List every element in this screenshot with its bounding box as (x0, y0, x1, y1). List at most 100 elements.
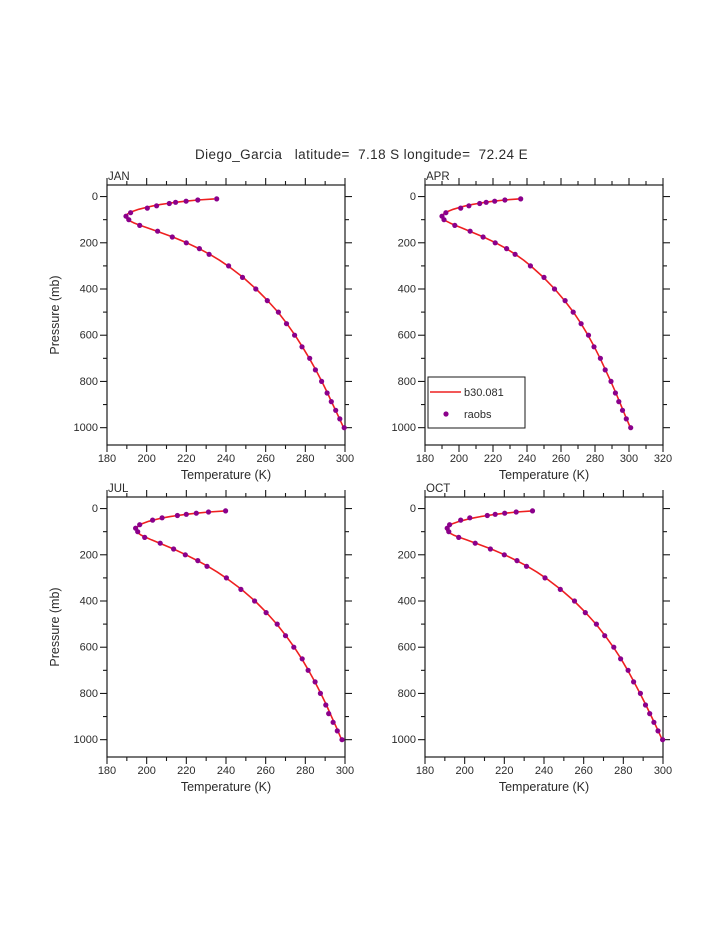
obs-dot (492, 198, 498, 204)
obs-dot (483, 199, 489, 205)
legend: b30.081 raobs (427, 376, 526, 429)
x-axis-title: Temperature (K) (181, 468, 271, 482)
obs-dot (328, 399, 334, 405)
obs-dot (625, 667, 631, 673)
x-tick-label: 180 (98, 765, 116, 777)
y-tick-label: 1000 (74, 734, 98, 746)
x-tick-label: 260 (256, 453, 274, 465)
obs-dot (591, 344, 597, 350)
obs-dot (501, 552, 507, 558)
x-tick-label: 280 (296, 765, 314, 777)
obs-dot (330, 719, 336, 725)
obs-dot (223, 508, 229, 514)
x-tick-label: 240 (518, 453, 536, 465)
x-tick-label: 320 (654, 453, 672, 465)
tick-labels: 180 200 220 240 260 280 300 320 0 200 400 600 800 100… (392, 191, 673, 465)
obs-dot (611, 644, 617, 650)
tick-marks (418, 178, 670, 452)
obs-dot (504, 246, 510, 252)
obs-dot (324, 390, 330, 396)
obs-dot (193, 510, 199, 516)
y-tick-label: 800 (80, 688, 98, 700)
obs-dot (466, 203, 472, 209)
legend-obs-label: raobs (464, 409, 492, 421)
obs-dot (253, 286, 259, 292)
panel-month-label: APR (426, 171, 450, 183)
y-tick-label: 600 (398, 642, 416, 654)
x-tick-label: 200 (455, 765, 473, 777)
tick-labels: 180 200 220 240 260 280 300 0 200 400 600 800 1000 (74, 191, 355, 465)
obs-dot (492, 511, 498, 517)
obs-dot (292, 332, 298, 338)
obs-dot (305, 667, 311, 673)
x-tick-label: 300 (336, 453, 354, 465)
obs-dot (447, 522, 453, 528)
plot-frame (106, 184, 346, 446)
obs-dot (263, 610, 269, 616)
x-tick-label: 220 (177, 765, 195, 777)
obs-dot (651, 719, 657, 725)
obs-dot (264, 298, 270, 304)
y-tick-label: 200 (398, 237, 416, 249)
obs-dot (582, 610, 588, 616)
obs-dot (655, 728, 661, 734)
obs-dot (196, 246, 202, 252)
obs-dot (291, 644, 297, 650)
x-tick-label: 200 (450, 453, 468, 465)
obs-dot (274, 621, 280, 627)
obs-dot (142, 534, 148, 541)
x-tick-label: 220 (495, 765, 513, 777)
obs-dot (171, 546, 177, 552)
x-tick-label: 260 (552, 453, 570, 465)
y-tick-label: 400 (80, 284, 98, 296)
obs-dot (608, 378, 614, 384)
x-tick-label: 180 (416, 453, 434, 465)
y-tick-label: 200 (398, 549, 416, 561)
model-profile-line (135, 510, 343, 741)
obs-dot (480, 234, 486, 240)
obs-dot (452, 222, 458, 228)
obs-dot (133, 525, 139, 531)
y-tick-label: 400 (398, 596, 416, 608)
obs-dot (492, 240, 498, 246)
obs-dot (154, 203, 160, 209)
obs-dot (541, 274, 547, 280)
figure-title: Diego_Garcia latitude= 7.18 S longitude=… (194, 147, 528, 162)
panel-month-label: OCT (426, 483, 450, 495)
obs-dot (514, 558, 520, 564)
obs-dot (137, 522, 143, 528)
x-tick-label: 220 (484, 453, 502, 465)
obs-dot (239, 274, 246, 280)
obs-dot (214, 196, 220, 202)
x-tick-label: 260 (574, 765, 592, 777)
y-tick-label: 0 (410, 191, 416, 203)
obs-dot (513, 509, 519, 515)
y-tick-label: 600 (80, 642, 98, 654)
obs-dot (628, 425, 634, 431)
obs-dot (195, 558, 201, 564)
legend-obs-dot-sample (443, 411, 449, 417)
obs-dot (502, 197, 508, 203)
obs-dot (283, 321, 290, 327)
obs-dot (174, 512, 180, 519)
y-tick-label: 800 (398, 688, 416, 700)
panel-apr: 180 200 220 240 260 280 300 320 0 200 400 600 800 100… (392, 171, 673, 482)
tick-labels: 180 200 220 240 260 280 300 0 200 400 600 800 1000 (74, 503, 355, 777)
obs-dot (173, 199, 179, 205)
obs-dot (326, 711, 332, 717)
obs-dot (527, 263, 534, 269)
panel-jan: 180 200 220 240 260 280 300 0 200 400 600 800 1000 Te… (48, 171, 354, 482)
obs-dot (238, 586, 244, 593)
x-axis-title: Temperature (K) (499, 780, 589, 794)
x-tick-label: 280 (614, 765, 632, 777)
obs-dot (159, 515, 165, 521)
obs-dot (339, 737, 345, 743)
obs-dot (205, 509, 212, 515)
obs-dot (529, 508, 536, 514)
obs-dot (593, 621, 600, 627)
y-tick-label: 800 (398, 376, 416, 388)
obs-dot (578, 321, 584, 327)
obs-dot (319, 378, 325, 384)
obs-dot (157, 540, 163, 546)
obs-dot (299, 656, 305, 662)
